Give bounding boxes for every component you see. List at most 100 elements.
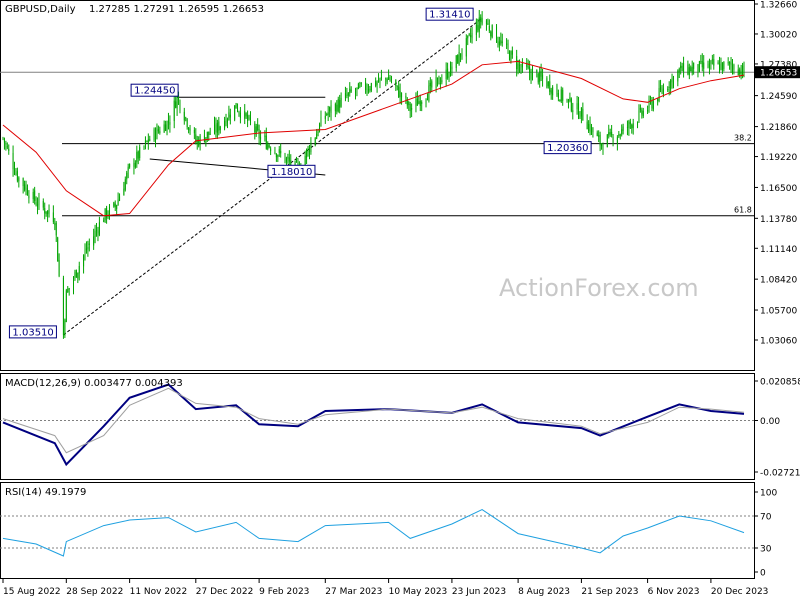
candle-body xyxy=(416,98,418,106)
annotation-label-2: 1.18010 xyxy=(271,167,312,178)
candle-body xyxy=(57,237,59,262)
candle-body xyxy=(657,99,659,101)
candle-body xyxy=(611,132,613,136)
candle-body xyxy=(216,122,218,133)
candle-body xyxy=(287,156,289,159)
candle-body xyxy=(406,98,408,106)
candle-body xyxy=(3,138,5,143)
moving-average-line xyxy=(2,60,745,217)
annotation-label-0: 1.03510 xyxy=(12,327,53,338)
candle-body xyxy=(501,41,503,43)
candle-body xyxy=(234,105,236,120)
candle-body xyxy=(441,80,443,83)
candle-body xyxy=(316,133,318,140)
annotation-label-4: 1.20360 xyxy=(547,143,588,154)
price-tick-label-0: 1.32660 xyxy=(760,1,797,11)
candle-body xyxy=(264,135,266,137)
candle-body xyxy=(324,115,326,119)
candle-body xyxy=(2,137,4,139)
candle-body xyxy=(294,161,296,168)
candle-body xyxy=(108,206,110,217)
candle-body xyxy=(386,78,388,82)
candle-body xyxy=(398,86,400,98)
candle-body xyxy=(475,24,477,35)
candle-body xyxy=(326,113,328,115)
candle-body xyxy=(237,108,239,112)
candle-body xyxy=(340,97,342,107)
candle-body xyxy=(477,25,479,31)
candle-body xyxy=(228,112,230,120)
candle-body xyxy=(401,93,403,98)
candle-body xyxy=(592,127,594,133)
candle-body xyxy=(567,99,569,102)
macd-tick-label-0: 0.020858 xyxy=(760,378,800,388)
candle-body xyxy=(134,162,136,168)
candle-body xyxy=(582,108,584,121)
candle-body xyxy=(691,66,693,73)
price-tick-label-3: 1.24590 xyxy=(760,92,797,102)
candle-body xyxy=(683,63,685,74)
candle-body xyxy=(189,128,191,131)
candle-body xyxy=(274,152,276,154)
candle-body xyxy=(431,81,433,88)
candle-body xyxy=(497,40,499,44)
candle-body xyxy=(336,104,338,112)
candle-body xyxy=(542,74,544,79)
candle-body xyxy=(458,51,460,65)
candle-body xyxy=(641,109,643,115)
candle-body xyxy=(580,107,582,117)
candle-body xyxy=(245,113,247,117)
candle-body xyxy=(496,26,498,43)
candle-body xyxy=(254,123,256,133)
candle-body xyxy=(409,103,411,112)
price-tick-label-2: 1.27380 xyxy=(760,60,797,70)
candle-body xyxy=(519,65,521,67)
candle-body xyxy=(355,91,357,93)
candle-body xyxy=(104,208,106,220)
candle-body xyxy=(540,71,542,77)
candle-body xyxy=(480,17,482,22)
candle-body xyxy=(395,79,397,86)
candle-body xyxy=(546,78,548,88)
candle-body xyxy=(405,95,407,98)
candle-body xyxy=(447,68,449,79)
candle-body xyxy=(290,159,292,166)
candle-body xyxy=(429,82,431,87)
candle-body xyxy=(711,59,713,61)
candle-body xyxy=(188,127,190,131)
candle-body xyxy=(14,169,16,174)
rsi-panel-frame xyxy=(0,482,755,579)
candle-body xyxy=(612,137,614,143)
candle-body xyxy=(467,35,469,39)
candle-body xyxy=(637,122,639,125)
rsi-y-axis: 100 70 30 0 xyxy=(754,489,777,579)
candle-body xyxy=(176,95,178,109)
candle-body xyxy=(208,131,210,135)
candle-body xyxy=(376,82,378,85)
candle-body xyxy=(193,130,195,134)
candle-body xyxy=(268,145,270,148)
candle-body xyxy=(588,124,590,131)
candle-body xyxy=(55,222,57,236)
candle-body xyxy=(672,76,674,84)
candle-body xyxy=(661,89,663,93)
candle-body xyxy=(96,229,98,232)
candle-body xyxy=(668,86,670,88)
price-tick-label-6: 1.16500 xyxy=(760,184,797,194)
candle-body xyxy=(547,81,549,87)
ohlc-quote: 1.27285 1.27291 1.26595 1.26653 xyxy=(89,4,264,15)
candle-body xyxy=(186,119,188,128)
candle-body xyxy=(549,81,551,92)
candle-body xyxy=(77,272,79,279)
candle-body xyxy=(133,163,135,167)
candle-body xyxy=(531,70,533,81)
candle-body xyxy=(619,134,621,136)
candle-body xyxy=(739,69,741,75)
candle-body xyxy=(229,114,231,118)
candle-body xyxy=(85,248,87,251)
candle-body xyxy=(426,98,428,101)
candle-body xyxy=(428,85,430,101)
candle-body xyxy=(296,158,298,163)
rsi-series xyxy=(2,509,745,557)
candle-body xyxy=(556,85,558,95)
